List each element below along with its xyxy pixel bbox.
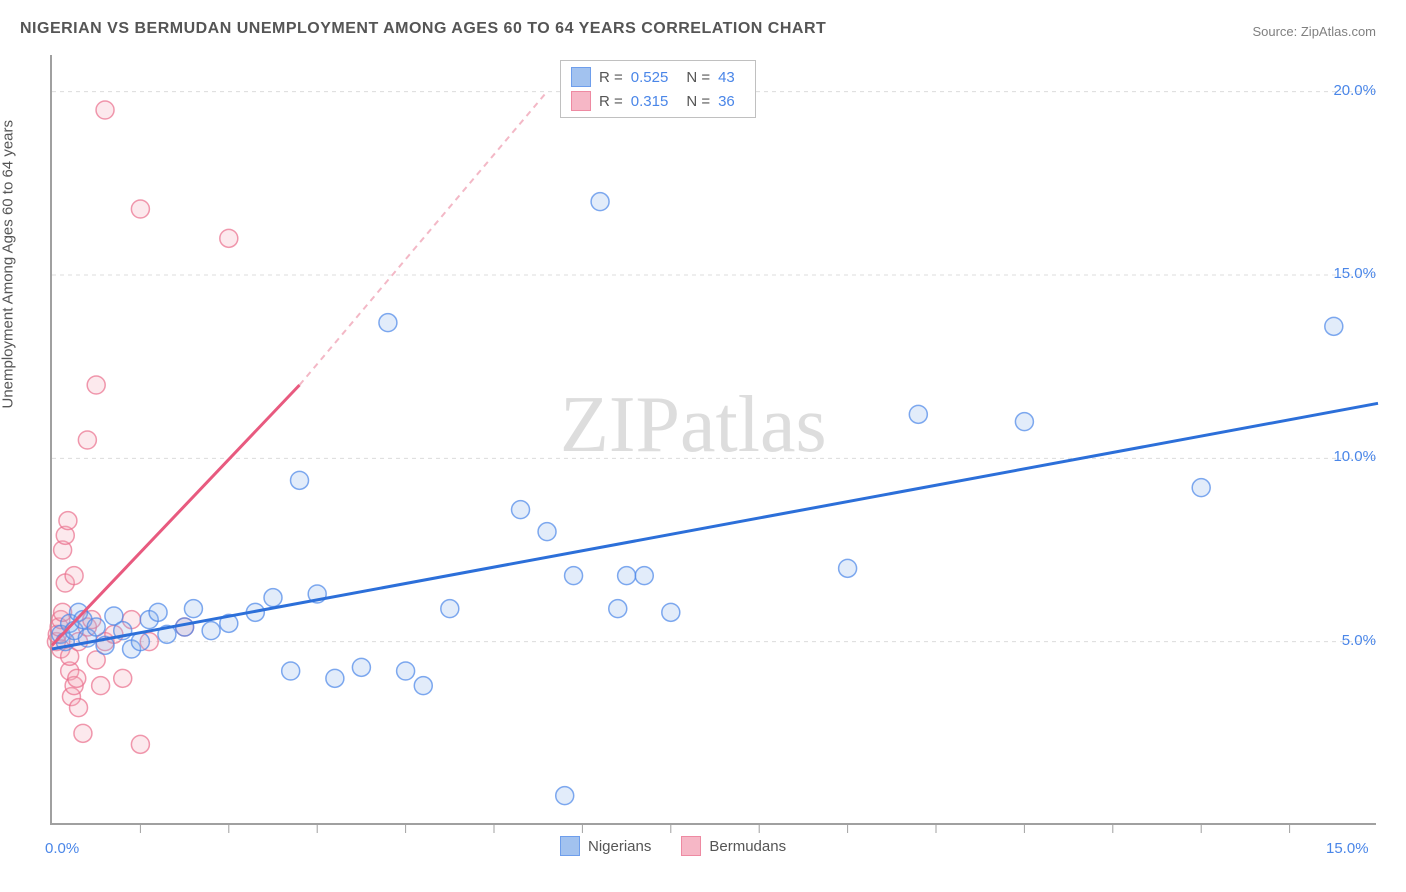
y-axis-label: Unemployment Among Ages 60 to 64 years bbox=[0, 120, 17, 409]
swatch-nigerians-icon bbox=[571, 67, 591, 87]
y-tick-label: 20.0% bbox=[1333, 82, 1376, 99]
legend-series: Nigerians Bermudans bbox=[560, 836, 786, 856]
n-value-bermudans: 36 bbox=[718, 93, 735, 110]
legend-label-bermudans: Bermudans bbox=[709, 838, 786, 855]
chart-title: NIGERIAN VS BERMUDAN UNEMPLOYMENT AMONG … bbox=[20, 20, 826, 38]
scatter-chart bbox=[52, 55, 1376, 823]
n-label: N = bbox=[686, 93, 710, 110]
legend-correlation: R = 0.525 N = 43 R = 0.315 N = 36 bbox=[560, 60, 756, 118]
x-tick-label: 0.0% bbox=[45, 840, 79, 857]
legend-item-bermudans: Bermudans bbox=[681, 836, 786, 856]
n-label: N = bbox=[686, 69, 710, 86]
y-tick-label: 5.0% bbox=[1342, 632, 1376, 649]
legend-row-nigerians: R = 0.525 N = 43 bbox=[571, 65, 745, 89]
n-value-nigerians: 43 bbox=[718, 69, 735, 86]
swatch-bermudans-icon bbox=[571, 91, 591, 111]
r-value-bermudans: 0.315 bbox=[631, 93, 669, 110]
swatch-nigerians-icon bbox=[560, 836, 580, 856]
legend-label-nigerians: Nigerians bbox=[588, 838, 651, 855]
legend-item-nigerians: Nigerians bbox=[560, 836, 651, 856]
plot-area bbox=[50, 55, 1376, 825]
legend-row-bermudans: R = 0.315 N = 36 bbox=[571, 89, 745, 113]
x-tick-label: 15.0% bbox=[1326, 840, 1369, 857]
r-value-nigerians: 0.525 bbox=[631, 69, 669, 86]
r-label: R = bbox=[599, 69, 623, 86]
swatch-bermudans-icon bbox=[681, 836, 701, 856]
y-tick-label: 10.0% bbox=[1333, 448, 1376, 465]
r-label: R = bbox=[599, 93, 623, 110]
y-tick-label: 15.0% bbox=[1333, 265, 1376, 282]
source-label: Source: ZipAtlas.com bbox=[1252, 24, 1376, 39]
